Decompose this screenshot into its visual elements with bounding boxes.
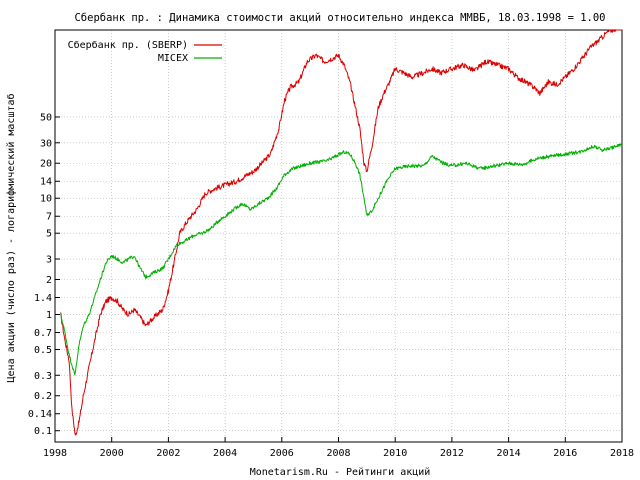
y-axis-label: Цена акции (число раз) - логарифмический… — [5, 94, 17, 383]
x-tick-label: 2004 — [213, 448, 237, 459]
y-tick-label: 0.1 — [34, 426, 52, 437]
y-tick-label: 50 — [40, 112, 52, 123]
x-tick-label: 2014 — [497, 448, 521, 459]
y-tick-label: 1 — [46, 310, 52, 321]
y-tick-label: 0.2 — [34, 391, 52, 402]
legend: Сбербанк пр. (SBERP) MICEX — [68, 39, 222, 64]
x-tick-label: 1998 — [43, 448, 67, 459]
series-line-sberp — [60, 29, 622, 436]
axis-ticks: 1998 2000 2002 2004 2006 2008 2010 2012 2014 2016… — [28, 112, 634, 459]
y-tick-label: 10 — [40, 194, 52, 205]
series-line-micex — [60, 143, 623, 376]
y-tick-label: 1.4 — [34, 293, 52, 304]
y-tick-label: 14 — [40, 177, 52, 188]
y-tick-label: 3 — [46, 255, 52, 266]
x-axis-label: Monetarism.Ru - Рейтинги акций — [250, 466, 431, 478]
x-tick-label: 2000 — [100, 448, 124, 459]
chart-title: Сбербанк пр. : Динамика стоимости акций … — [74, 12, 605, 24]
y-tick-label: 7 — [46, 212, 52, 223]
x-tick-label: 2008 — [326, 448, 350, 459]
legend-label-micex: MICEX — [158, 53, 188, 64]
y-tick-label: 5 — [46, 229, 52, 240]
y-tick-label: 20 — [40, 159, 52, 170]
y-tick-label: 30 — [40, 138, 52, 149]
x-tick-label: 2006 — [270, 448, 294, 459]
x-tick-label: 2002 — [156, 448, 180, 459]
y-tick-label: 0.7 — [34, 328, 52, 339]
plot-frame — [54, 29, 623, 443]
x-tick-label: 2016 — [553, 448, 577, 459]
x-tick-label: 2012 — [440, 448, 464, 459]
grid-lines — [54, 30, 623, 442]
y-tick-label: 0.3 — [34, 371, 52, 382]
x-tick-label: 2018 — [610, 448, 634, 459]
y-tick-label: 0.14 — [28, 409, 52, 420]
legend-label-sberp: Сбербанк пр. (SBERP) — [68, 39, 188, 51]
y-tick-label: 2 — [46, 275, 52, 286]
y-tick-label: 0.5 — [34, 345, 52, 356]
x-tick-label: 2010 — [383, 448, 407, 459]
